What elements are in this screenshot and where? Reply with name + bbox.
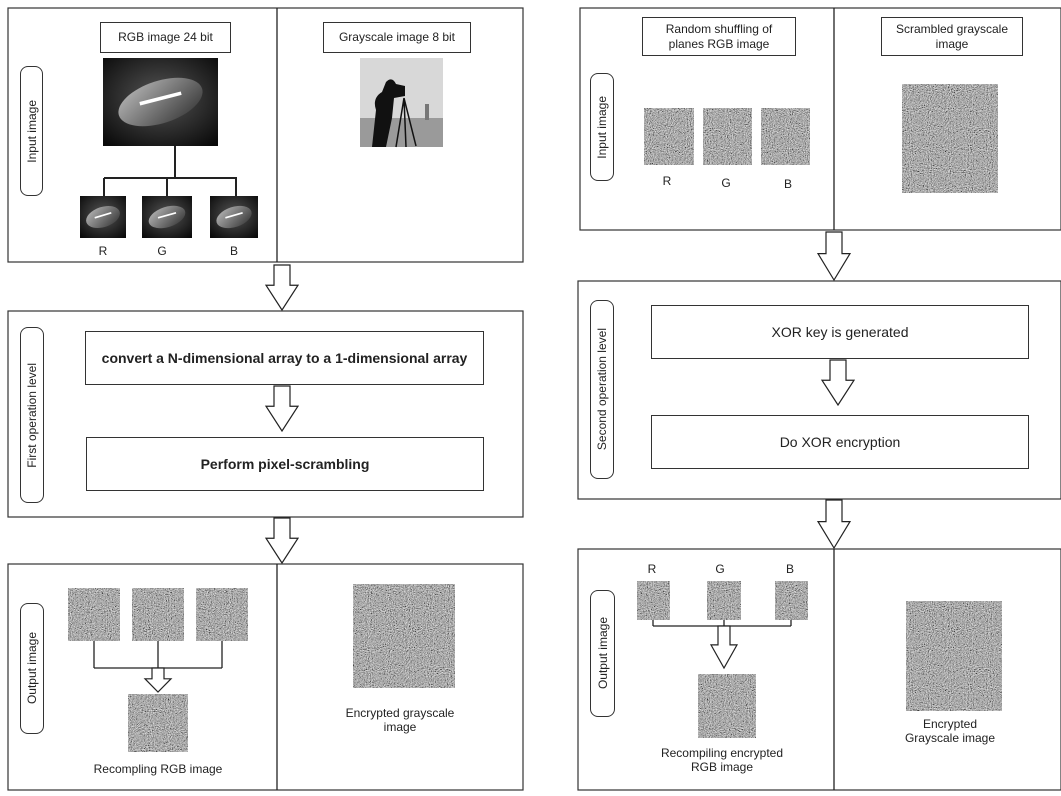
scrambled-image	[906, 601, 1002, 711]
caption: Encrypted Grayscale image	[904, 717, 996, 745]
channel-label: B	[229, 244, 238, 258]
side-label: Second operation level	[590, 300, 614, 479]
step-box: XOR key is generated	[651, 305, 1029, 359]
football	[216, 205, 252, 229]
football	[148, 205, 186, 229]
scrambled-image	[698, 674, 756, 738]
side-label: Output image	[20, 603, 44, 734]
scrambled-image	[902, 84, 998, 193]
channel-label: R	[662, 174, 672, 188]
title-box: Grayscale image 8 bit	[323, 22, 471, 53]
football	[86, 205, 120, 229]
side-label-text: First operation level	[25, 362, 39, 468]
caption: Encrypted grayscale image	[345, 706, 455, 734]
football-lace	[225, 211, 243, 219]
scrambled-image	[775, 581, 808, 620]
flow-arrow	[820, 359, 856, 407]
flow-arrow	[143, 667, 173, 693]
channel-label: G	[721, 176, 731, 190]
cameraman-tripod	[395, 97, 417, 148]
side-label-text: Input image	[595, 95, 609, 159]
title-box: Scrambled grayscale image	[881, 17, 1023, 56]
side-label: Input image	[590, 73, 614, 181]
scrambled-image	[707, 581, 741, 620]
scrambled-image	[132, 588, 184, 641]
cameraman-ground	[360, 118, 443, 147]
channel-label: R	[98, 244, 108, 258]
caption: Recompling RGB image	[93, 762, 223, 776]
scrambled-image	[68, 588, 120, 641]
flow-arrow	[264, 385, 300, 433]
scrambled-image	[353, 584, 455, 688]
channel-label: B	[785, 562, 794, 576]
side-label-text: Second operation level	[595, 328, 609, 451]
side-label-text: Input image	[24, 99, 39, 163]
channel-label: G	[157, 244, 167, 258]
side-label-text: Output image	[25, 632, 39, 705]
side-label-text: Output image	[595, 617, 610, 690]
channel-label: B	[783, 177, 792, 191]
step-box: convert a N-dimensional array to a 1-dim…	[85, 331, 484, 385]
flow-arrow	[816, 499, 852, 550]
layout	[7, 7, 1061, 791]
flow-arrow	[709, 625, 739, 670]
flow-arrow	[816, 231, 852, 282]
flow-arrow	[264, 264, 300, 312]
scrambled-image	[644, 108, 694, 165]
title-box: RGB image 24 bit	[100, 22, 231, 53]
scrambled-image	[761, 108, 810, 165]
side-label: First operation level	[20, 327, 44, 503]
side-label: Output image	[590, 590, 615, 717]
step-box: Do XOR encryption	[651, 415, 1029, 469]
side-label: Input image	[20, 66, 43, 196]
scrambled-image	[637, 581, 670, 620]
caption: Recompiling encrypted RGB image	[660, 746, 784, 774]
football	[118, 77, 203, 127]
football-lace	[157, 211, 177, 219]
scrambled-image	[196, 588, 248, 641]
cameraman-building	[425, 104, 429, 120]
title-box: Random shuffling of planes RGB image	[642, 17, 796, 56]
channel-label: G	[715, 562, 725, 576]
flow-arrow	[264, 517, 300, 565]
step-box: Perform pixel-scrambling	[86, 437, 484, 491]
cameraman-figure	[372, 79, 405, 147]
football-lace	[94, 211, 112, 219]
scrambled-image	[128, 694, 188, 752]
football-lace	[139, 91, 182, 106]
scrambled-image	[703, 108, 752, 165]
channel-label: R	[647, 562, 657, 576]
